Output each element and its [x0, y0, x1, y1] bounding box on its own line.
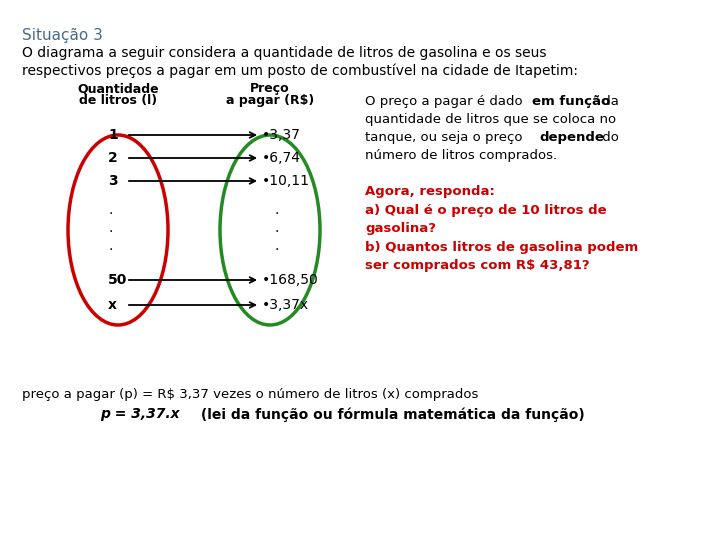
Text: depende: depende — [539, 131, 604, 144]
Text: O preço a pagar é dado: O preço a pagar é dado — [365, 95, 527, 108]
Text: Situação 3: Situação 3 — [22, 28, 103, 43]
Text: número de litros comprados.: número de litros comprados. — [365, 149, 557, 162]
Text: •10,11: •10,11 — [262, 174, 310, 188]
Text: O diagrama a seguir considera a quantidade de litros de gasolina e os seus: O diagrama a seguir considera a quantida… — [22, 46, 546, 60]
Text: p = 3,37.x: p = 3,37.x — [100, 407, 179, 421]
Text: ser comprados com R$ 43,81?: ser comprados com R$ 43,81? — [365, 259, 590, 272]
Text: quantidade de litros que se coloca no: quantidade de litros que se coloca no — [365, 113, 616, 126]
Text: 1: 1 — [108, 128, 118, 142]
Text: 2: 2 — [108, 151, 118, 165]
Text: a pagar (R$): a pagar (R$) — [226, 94, 314, 107]
Text: .: . — [108, 239, 112, 253]
Text: em função: em função — [532, 95, 611, 108]
Text: de litros (l): de litros (l) — [79, 94, 157, 107]
Text: gasolina?: gasolina? — [365, 222, 436, 235]
Text: do: do — [598, 131, 619, 144]
Text: .: . — [108, 203, 112, 217]
Text: •6,74: •6,74 — [262, 151, 301, 165]
Text: •3,37x: •3,37x — [262, 298, 309, 312]
Text: .: . — [108, 221, 112, 235]
Text: a) Qual é o preço de 10 litros de: a) Qual é o preço de 10 litros de — [365, 204, 607, 217]
Text: da: da — [598, 95, 619, 108]
Text: 3: 3 — [108, 174, 117, 188]
Text: (lei da função ou fórmula matemática da função): (lei da função ou fórmula matemática da … — [196, 407, 585, 422]
Text: respectivos preços a pagar em um posto de combustível na cidade de Itapetim:: respectivos preços a pagar em um posto d… — [22, 63, 578, 78]
Text: .: . — [274, 239, 279, 253]
Text: •168,50: •168,50 — [262, 273, 319, 287]
Text: preço a pagar (p) = R$ 3,37 vezes o número de litros (x) comprados: preço a pagar (p) = R$ 3,37 vezes o núme… — [22, 388, 478, 401]
Text: •3,37: •3,37 — [262, 128, 301, 142]
Text: tanque, ou seja o preço: tanque, ou seja o preço — [365, 131, 527, 144]
Text: .: . — [274, 221, 279, 235]
Text: .: . — [274, 203, 279, 217]
Text: b) Quantos litros de gasolina podem: b) Quantos litros de gasolina podem — [365, 241, 638, 254]
Text: x: x — [108, 298, 117, 312]
Text: Preço: Preço — [250, 82, 290, 95]
Text: Agora, responda:: Agora, responda: — [365, 185, 495, 198]
Text: 50: 50 — [108, 273, 127, 287]
Text: Quantidade: Quantidade — [77, 82, 159, 95]
